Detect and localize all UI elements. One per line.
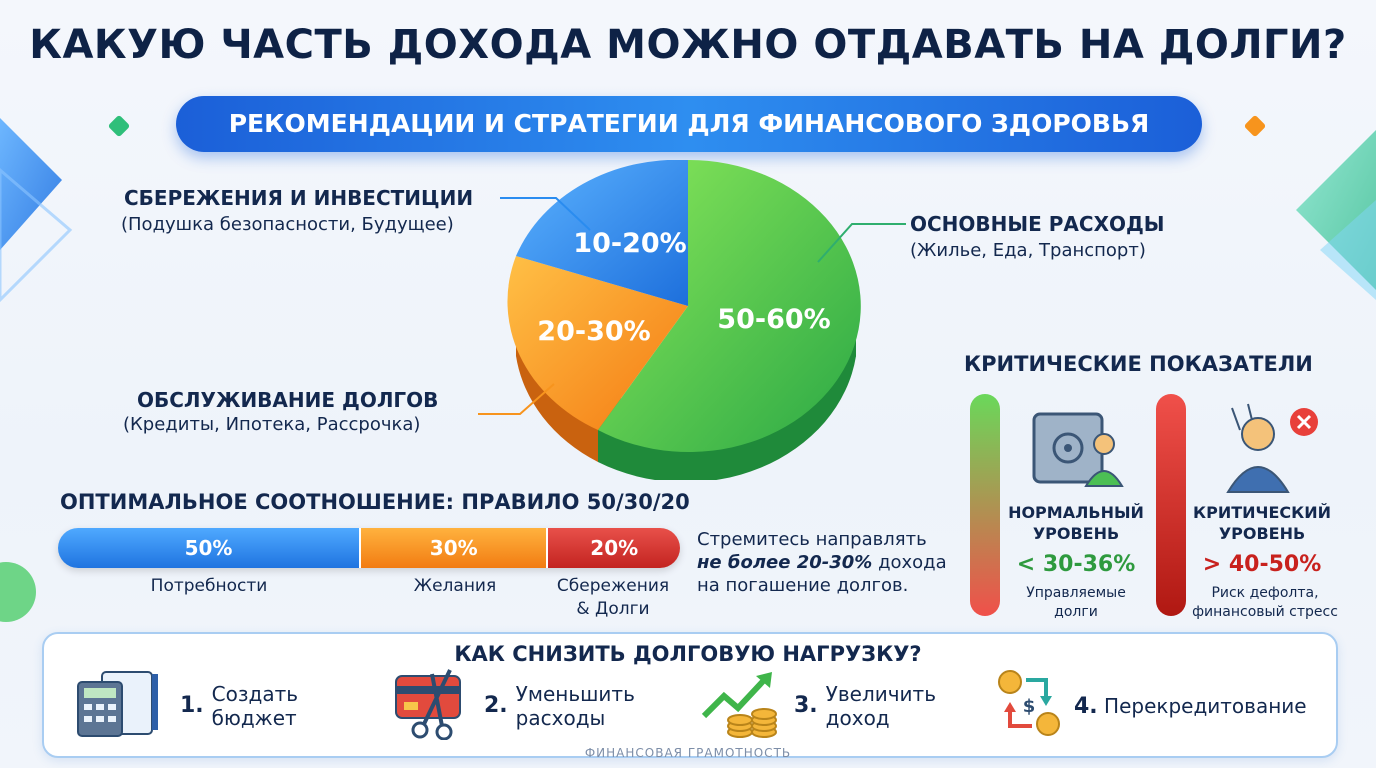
label-debt-title: ОБСЛУЖИВАНИЕ ДОЛГОВ bbox=[137, 388, 439, 412]
label-savings-sub: (Подушка безопасности, Будущее) bbox=[121, 214, 454, 235]
normal-level-desc-line1: Управляемые bbox=[1026, 585, 1126, 601]
critical-gauge bbox=[1156, 394, 1186, 616]
normal-level-heading: НОРМАЛЬНЫЙ УРОВЕНЬ bbox=[1006, 502, 1146, 544]
critical-level-heading: КРИТИЧЕСКИЙ УРОВЕНЬ bbox=[1188, 502, 1336, 544]
tip-expenses-number: 2. bbox=[484, 693, 508, 718]
page-title: КАКУЮ ЧАСТЬ ДОХОДА МОЖНО ОТДАВАТЬ НА ДОЛ… bbox=[29, 22, 1347, 68]
normal-level-desc: Управляемые долги bbox=[1006, 584, 1146, 622]
tip-income-number: 3. bbox=[794, 693, 818, 718]
rule-note-tail: дохода bbox=[878, 552, 947, 573]
critical-level-desc-line2: финансовый стресс bbox=[1192, 604, 1338, 620]
critical-title: КРИТИЧЕСКИЕ ПОКАЗАТЕЛИ bbox=[964, 352, 1313, 376]
normal-level-desc-line2: долги bbox=[1054, 604, 1098, 620]
refinance-exchange-icon: $ bbox=[998, 670, 1060, 736]
subtitle-banner bbox=[176, 96, 1202, 152]
card-scissors-icon bbox=[395, 669, 461, 740]
safe-person-icon bbox=[1032, 412, 1124, 487]
rule-segment-savings: 20% bbox=[546, 528, 680, 568]
normal-level-value: < 30-36% bbox=[1016, 552, 1136, 577]
rule-note-emphasis: не более 20-30% bbox=[697, 552, 873, 573]
tip-income-line1: Увеличить bbox=[825, 682, 936, 706]
rule-caption-savings-line2: & Долги bbox=[576, 599, 650, 619]
pie-label-debt: 20-30% bbox=[537, 316, 650, 347]
label-main-sub: (Жилье, Еда, Транспорт) bbox=[910, 240, 1146, 261]
rule-bar: 50% 30% 20% bbox=[58, 528, 680, 568]
tip-refinance: 4. Перекредитование bbox=[1074, 694, 1307, 719]
rule-caption-savings: Сбережения & Долги bbox=[546, 575, 680, 621]
normal-gauge bbox=[970, 394, 1000, 616]
tip-expenses-line2: расходы bbox=[515, 706, 606, 730]
critical-level-heading-line2: УРОВЕНЬ bbox=[1218, 524, 1306, 543]
budget-calculator-icon bbox=[77, 671, 158, 737]
reduce-debt-panel bbox=[42, 632, 1338, 758]
reduce-title: КАК СНИЗИТЬ ДОЛГОВУЮ НАГРУЗКУ? bbox=[454, 642, 922, 666]
stressed-person-icon bbox=[1226, 403, 1318, 493]
tip-income-line2: доход bbox=[825, 706, 890, 730]
tip-budget-line2: бюджет bbox=[211, 706, 297, 730]
rule-segment-wants: 30% bbox=[359, 528, 547, 568]
rule-title: ОПТИМАЛЬНОЕ СООТНОШЕНИЕ: ПРАВИЛО 50/30/2… bbox=[60, 490, 690, 514]
subtitle: РЕКОМЕНДАЦИИ И СТРАТЕГИИ ДЛЯ ФИНАНСОВОГО… bbox=[228, 109, 1150, 138]
critical-level-heading-line1: КРИТИЧЕСКИЙ bbox=[1193, 503, 1331, 522]
pie-slice-savings bbox=[516, 160, 688, 306]
tip-budget: 1. Создать бюджет bbox=[180, 682, 298, 730]
tip-expenses-line1: Уменьшить bbox=[515, 682, 635, 706]
rule-caption-wants: Желания bbox=[413, 576, 497, 596]
footer-caption: ФИНАНСОВАЯ ГРАМОТНОСТЬ bbox=[584, 746, 792, 760]
tip-refinance-number: 4. bbox=[1074, 694, 1098, 719]
rule-caption-savings-line1: Сбережения bbox=[556, 576, 670, 596]
pie-label-main: 50-60% bbox=[717, 304, 830, 335]
rule-note-line1: Стремитесь направлять bbox=[697, 529, 927, 550]
pie-chart: 50-60% 20-30% 10-20% bbox=[507, 160, 861, 480]
tip-budget-number: 1. bbox=[180, 693, 204, 718]
critical-level-desc-line1: Риск дефолта, bbox=[1211, 585, 1319, 601]
label-main-title: ОСНОВНЫЕ РАСХОДЫ bbox=[910, 212, 1165, 236]
normal-level-heading-line1: НОРМАЛЬНЫЙ bbox=[1008, 503, 1144, 522]
pie-slice-main-expenses bbox=[598, 160, 861, 452]
pie-label-savings: 10-20% bbox=[573, 228, 686, 259]
rule-note-line3: на погашение долгов. bbox=[697, 575, 909, 596]
rule-caption-needs: Потребности bbox=[150, 576, 268, 596]
tip-income: 3. Увеличить доход bbox=[794, 682, 936, 730]
svg-text:$: $ bbox=[1023, 696, 1036, 717]
label-savings-title: СБЕРЕЖЕНИЯ И ИНВЕСТИЦИИ bbox=[124, 186, 474, 210]
normal-level-heading-line2: УРОВЕНЬ bbox=[1032, 524, 1120, 543]
rule-segment-needs: 50% bbox=[58, 528, 360, 568]
label-debt-sub: (Кредиты, Ипотека, Рассрочка) bbox=[123, 414, 421, 435]
growth-coins-icon bbox=[701, 672, 777, 738]
rule-note: Стремитесь направлять не более 20-30% до… bbox=[697, 528, 947, 597]
critical-level-desc: Риск дефолта, финансовый стресс bbox=[1180, 584, 1350, 622]
tip-expenses: 2. Уменьшить расходы bbox=[484, 682, 635, 730]
tip-budget-line1: Создать bbox=[211, 682, 299, 706]
tip-refinance-label: Перекредитование bbox=[1104, 694, 1307, 718]
rule-note-line2: не более 20-30% дохода bbox=[697, 551, 947, 574]
critical-level-value: > 40-50% bbox=[1202, 552, 1322, 577]
